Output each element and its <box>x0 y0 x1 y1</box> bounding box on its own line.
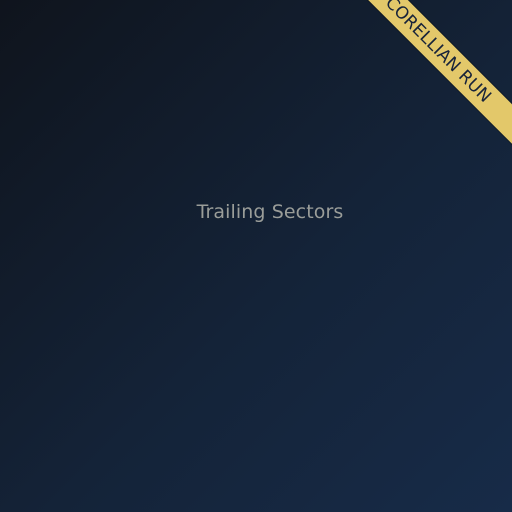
trailing-sectors-label: Trailing Sectors <box>196 201 344 223</box>
corner-ribbon: Corellian Run <box>322 0 512 166</box>
